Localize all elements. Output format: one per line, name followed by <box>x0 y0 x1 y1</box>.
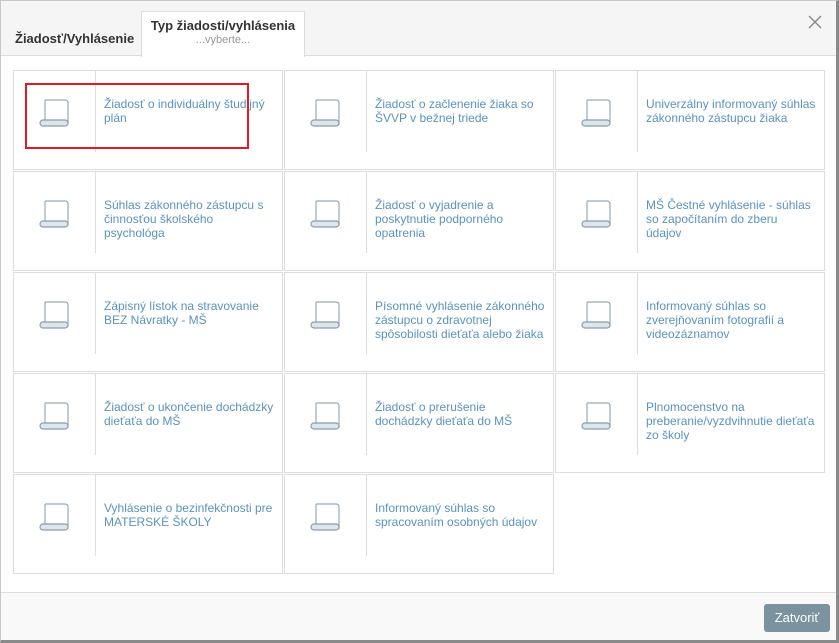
request-tile[interactable]: MŠ Čestné vyhlásenie - súhlas so započít… <box>555 171 825 271</box>
divider <box>637 273 638 354</box>
document-scroll-icon <box>581 298 615 332</box>
request-tile-label: Žiadosť o vyjadrenie a poskytnutie podpo… <box>375 198 504 240</box>
divider <box>95 374 96 455</box>
document-scroll-icon <box>39 500 73 534</box>
tab-label: Typ žiadosti/vyhlásenia <box>150 18 296 33</box>
request-tile[interactable]: Súhlas zákonného zástupcu s činnosťou šk… <box>13 171 283 271</box>
divider <box>366 273 367 354</box>
request-tile-label: Žiadosť o prerušenie dochádzky dieťaťa d… <box>375 400 513 428</box>
document-scroll-icon <box>310 500 344 534</box>
divider <box>366 71 367 152</box>
divider <box>95 71 96 152</box>
request-tile-label: Súhlas zákonného zástupcu s činnosťou šk… <box>104 198 264 240</box>
dialog-footer <box>1 592 836 640</box>
request-tile-label: Informovaný súhlas so zverejňovaním foto… <box>646 299 785 341</box>
document-scroll-icon <box>581 197 615 231</box>
request-tile-label: Informovaný súhlas so spracovaním osobný… <box>375 501 538 529</box>
divider <box>366 475 367 556</box>
document-scroll-icon <box>581 96 615 130</box>
dialog-header: Žiadosť/Vyhlásenie Typ žiadosti/vyhlásen… <box>1 1 836 57</box>
request-tile[interactable]: Informovaný súhlas so zverejňovaním foto… <box>555 272 825 372</box>
selection-highlight <box>25 83 249 149</box>
request-tile[interactable]: Informovaný súhlas so spracovaním osobný… <box>284 474 554 574</box>
divider <box>637 71 638 152</box>
request-tile[interactable]: Žiadosť o začlenenie žiaka so ŠVVP v bež… <box>284 70 554 170</box>
request-tile-label: Písomné vyhlásenie zákonného zástupcu o … <box>375 299 545 341</box>
request-tile-label: Žiadosť o ukončenie dochádzky dieťaťa do… <box>104 400 274 428</box>
request-tile[interactable]: Žiadosť o vyjadrenie a poskytnutie podpo… <box>284 171 554 271</box>
request-tile[interactable]: Plnomocenstvo na preberanie/vyzdvihnutie… <box>555 373 825 473</box>
divider <box>95 475 96 556</box>
request-tile[interactable]: Žiadosť o individuálny študijný plán <box>13 70 283 170</box>
request-tile[interactable]: Univerzálny informovaný súhlas zákonného… <box>555 70 825 170</box>
request-tile[interactable]: Zápisný lístok na stravovanie BEZ Návrat… <box>13 272 283 372</box>
request-tile[interactable]: Žiadosť o ukončenie dochádzky dieťaťa do… <box>13 373 283 473</box>
request-tile-label: Zápisný lístok na stravovanie BEZ Návrat… <box>104 299 259 327</box>
dialog-title: Žiadosť/Vyhlásenie <box>15 31 135 46</box>
divider <box>637 172 638 253</box>
tab-request-type[interactable]: Typ žiadosti/vyhlásenia ...vyberte... <box>141 11 305 57</box>
close-icon[interactable] <box>806 13 824 31</box>
document-scroll-icon <box>39 399 73 433</box>
request-tile-label: Plnomocenstvo na preberanie/vyzdvihnutie… <box>646 400 815 442</box>
document-scroll-icon <box>39 197 73 231</box>
request-tile-label: Vyhlásenie o bezinfekčnosti pre MATERSKÉ… <box>104 501 273 529</box>
request-tile-label: Žiadosť o začlenenie žiaka so ŠVVP v bež… <box>375 97 534 125</box>
request-tile[interactable]: Písomné vyhlásenie zákonného zástupcu o … <box>284 272 554 372</box>
document-scroll-icon <box>310 298 344 332</box>
request-tile[interactable]: Vyhlásenie o bezinfekčnosti pre MATERSKÉ… <box>13 474 283 574</box>
request-tile-label: MŠ Čestné vyhlásenie - súhlas so započít… <box>646 198 811 240</box>
document-scroll-icon <box>39 298 73 332</box>
request-tile-label: Univerzálny informovaný súhlas zákonného… <box>646 97 816 125</box>
close-button[interactable]: Zatvoriť <box>764 604 830 632</box>
divider <box>95 273 96 354</box>
document-scroll-icon <box>310 399 344 433</box>
divider <box>366 172 367 253</box>
document-scroll-icon <box>310 96 344 130</box>
request-tile-label: Žiadosť o individuálny študijný plán <box>104 97 265 125</box>
document-scroll-icon <box>310 197 344 231</box>
document-scroll-icon <box>581 399 615 433</box>
request-tile[interactable]: Žiadosť o prerušenie dochádzky dieťaťa d… <box>284 373 554 473</box>
divider <box>366 374 367 455</box>
divider <box>95 172 96 253</box>
document-scroll-icon <box>39 96 73 130</box>
divider <box>637 374 638 455</box>
tab-sublabel: ...vyberte... <box>195 34 251 46</box>
